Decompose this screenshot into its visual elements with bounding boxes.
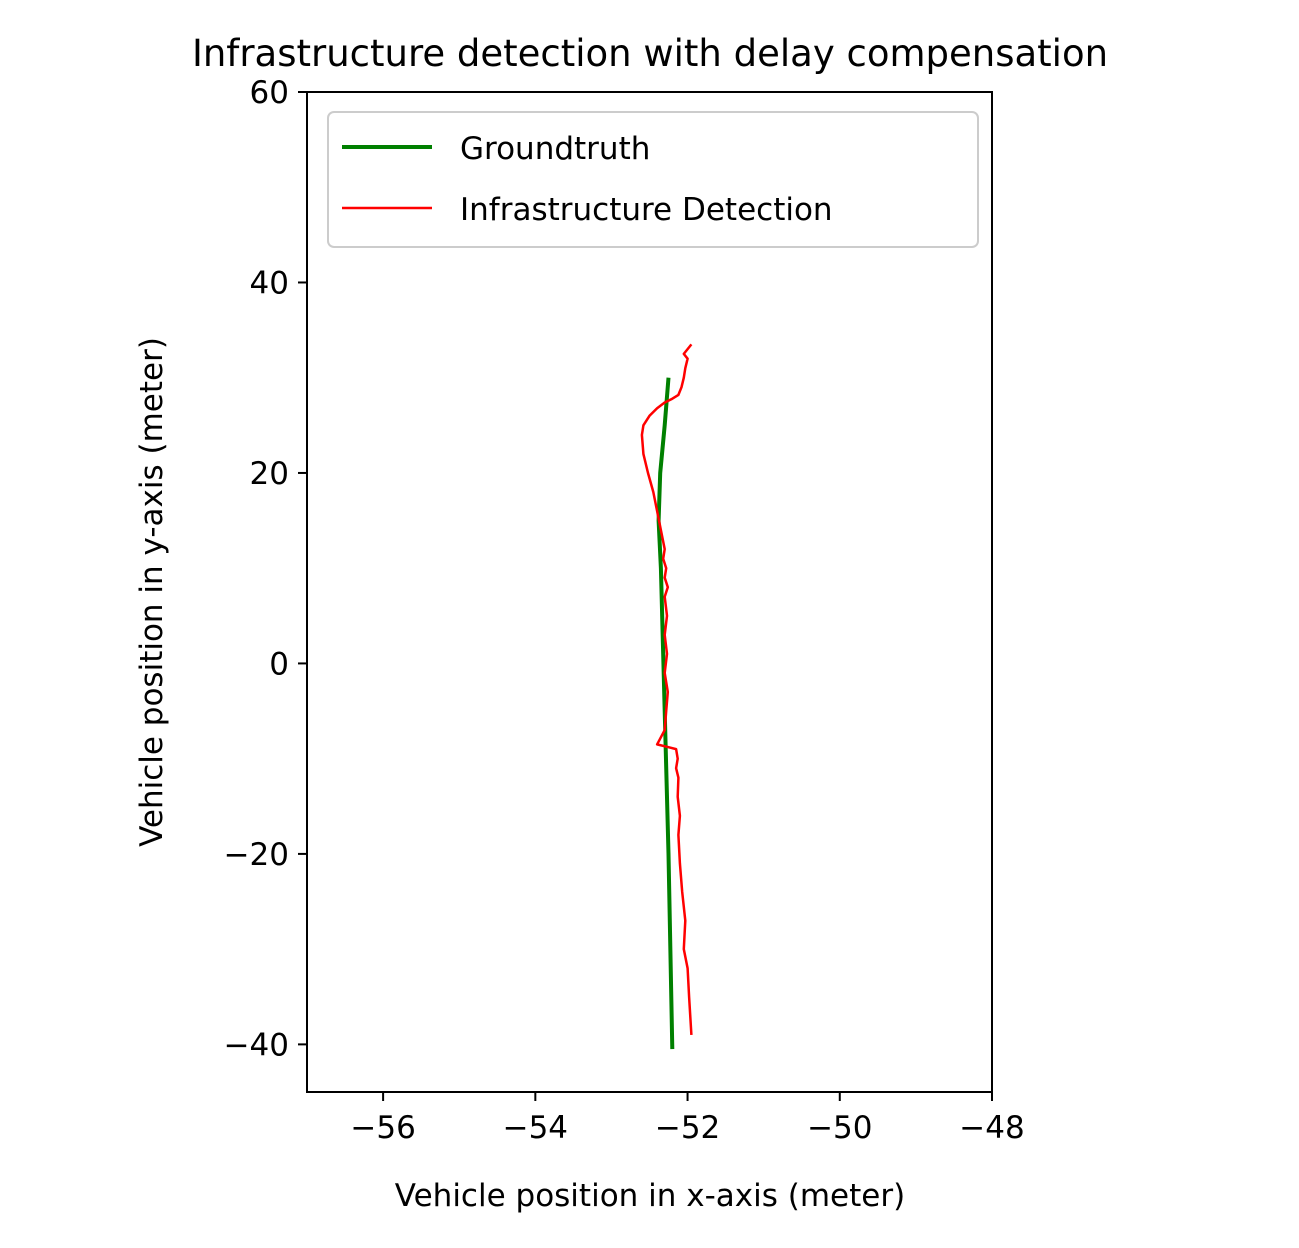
x-tick-label: −54 — [503, 1110, 568, 1146]
plot-frame — [306, 91, 993, 1093]
x-axis: −56 −54 −52 −50 −48 — [350, 1092, 1025, 1146]
series-layer — [640, 343, 693, 1050]
y-tick-label: 20 — [250, 456, 289, 492]
x-tick-label: −56 — [350, 1110, 415, 1146]
y-tick-label: 60 — [250, 75, 289, 111]
y-tick-label: 40 — [250, 265, 289, 301]
series-groundtruth-line — [656, 377, 675, 1050]
series-infrastructure-detection-line — [640, 343, 693, 1035]
y-tick-label: 0 — [269, 646, 289, 682]
legend-label-groundtruth: Groundtruth — [460, 131, 650, 167]
y-tick-label: −20 — [224, 837, 289, 873]
legend-label-infrastructure-detection: Infrastructure Detection — [460, 192, 833, 228]
x-tick-label: −48 — [959, 1110, 1024, 1146]
y-tick-label: −40 — [224, 1027, 289, 1063]
x-axis-label: Vehicle position in x-axis (meter) — [395, 1178, 905, 1214]
x-tick-label: −52 — [655, 1110, 720, 1146]
chart-title: Infrastructure detection with delay comp… — [192, 32, 1108, 75]
x-tick-label: −50 — [807, 1110, 872, 1146]
plot-area — [306, 91, 993, 1093]
y-axis-label: Vehicle position in y-axis (meter) — [134, 337, 170, 847]
y-axis: −40 −20 0 20 40 60 — [224, 75, 307, 1063]
legend: Groundtruth Infrastructure Detection — [327, 111, 979, 248]
legend-frame — [327, 111, 979, 248]
